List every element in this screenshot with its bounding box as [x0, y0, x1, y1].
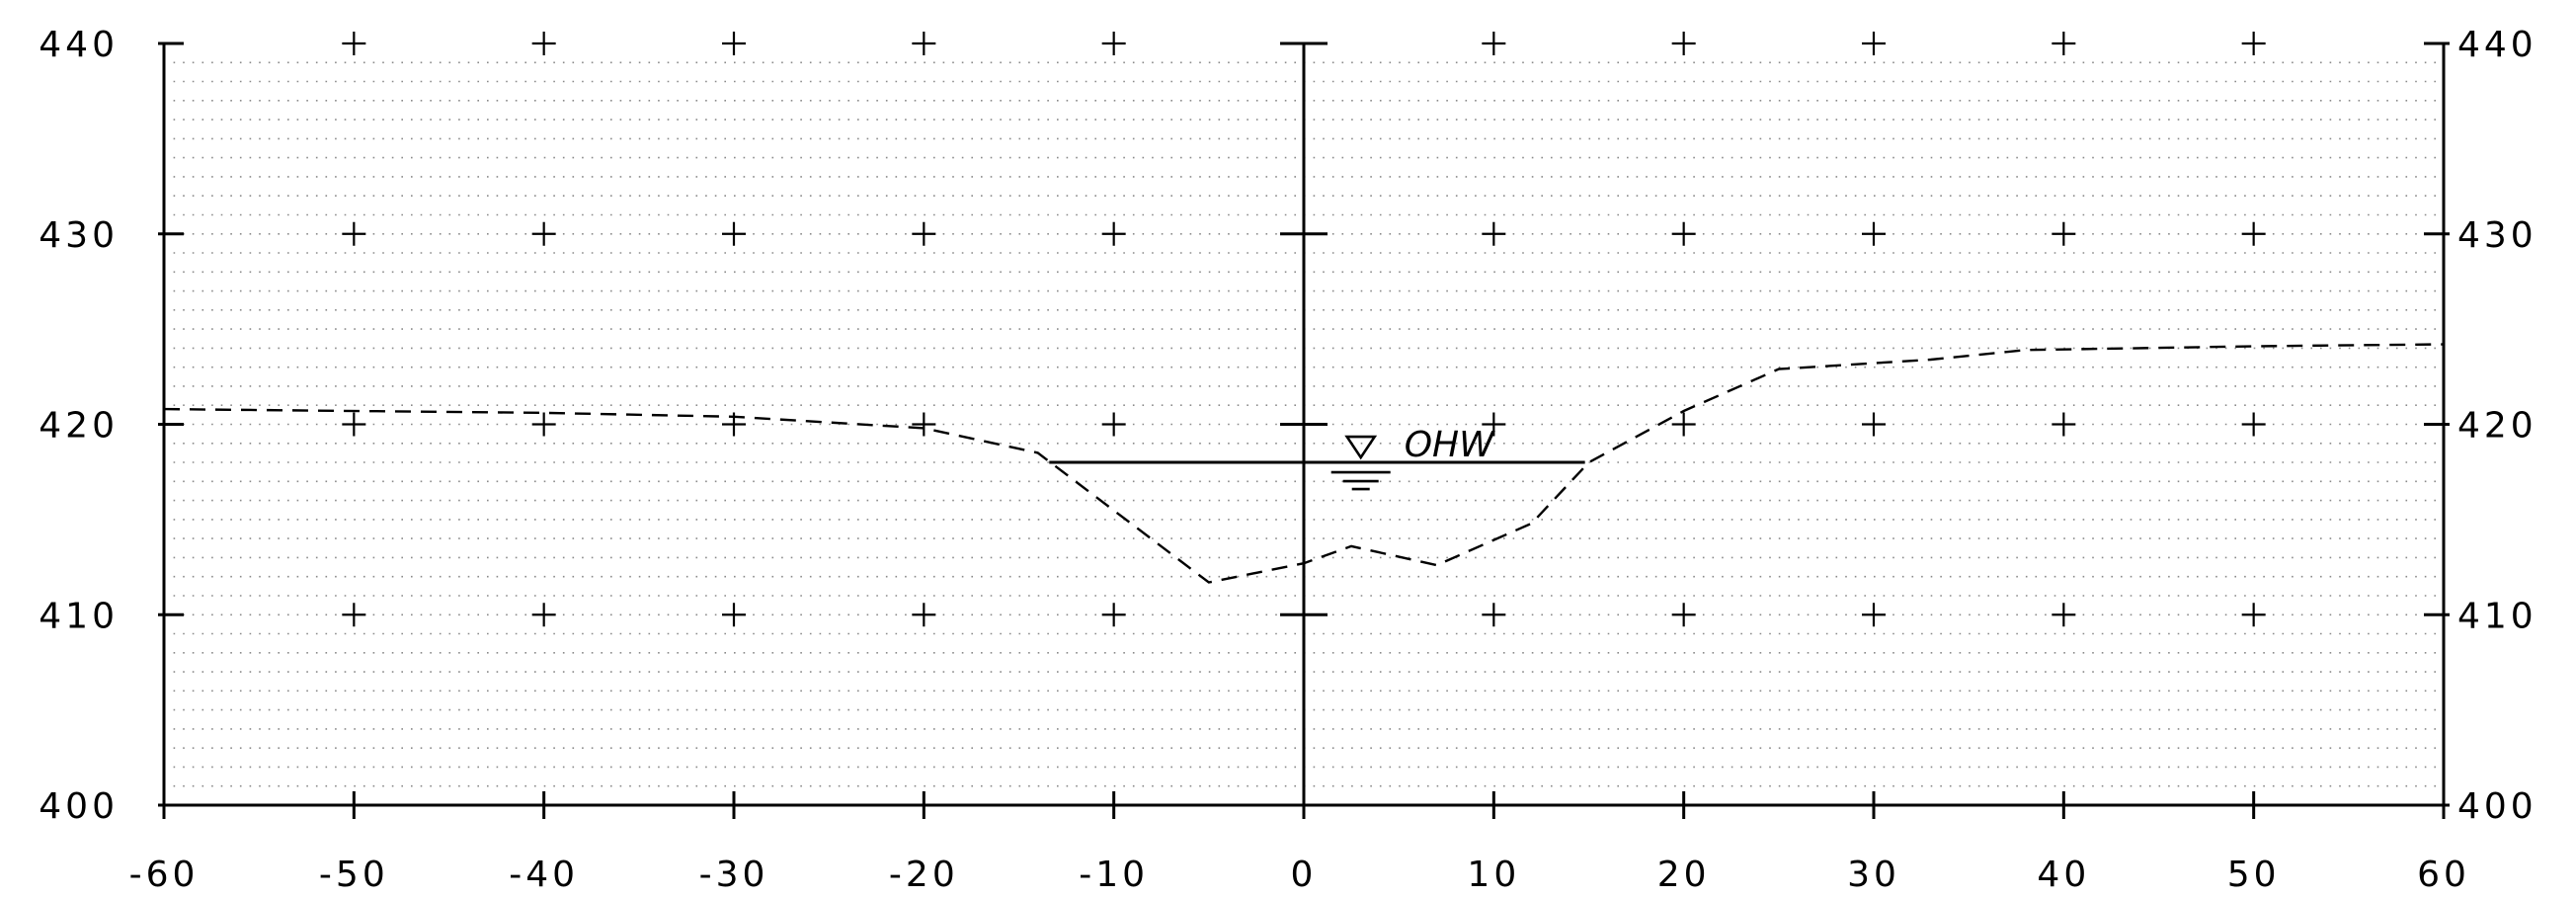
- x-tick-label: -40: [509, 855, 579, 895]
- x-tick-label: -10: [1079, 855, 1149, 895]
- series-layer: [163, 343, 2445, 584]
- grid-crosses: [342, 32, 2266, 627]
- water-level-bars-icon: [1330, 470, 1391, 491]
- y-tick-label-right: 420: [2457, 406, 2537, 447]
- x-tick-label: -20: [889, 855, 959, 895]
- grid-cross: [2052, 412, 2076, 437]
- grid-cross: [342, 221, 366, 246]
- x-tick-label: 40: [2037, 855, 2090, 895]
- water-level-label: OHW: [1405, 425, 1495, 465]
- grid-cross: [722, 221, 746, 246]
- grid-cross: [1671, 412, 1696, 437]
- grid-dots: [173, 61, 2436, 787]
- grid-cross: [1482, 412, 1506, 437]
- grid-cross: [2241, 412, 2266, 437]
- y-tick-label-left: 400: [39, 786, 119, 827]
- grid-cross: [1101, 32, 1126, 55]
- grid-cross: [342, 603, 366, 627]
- x-tick-label: 10: [1467, 855, 1520, 895]
- grid-cross: [1671, 221, 1696, 246]
- grid-cross: [722, 32, 746, 55]
- grid-cross: [342, 32, 366, 55]
- grid-cross: [2241, 32, 2266, 55]
- grid-cross: [531, 32, 556, 55]
- grid-cross: [1671, 603, 1696, 627]
- grid-cross: [531, 412, 556, 437]
- grid-cross: [2052, 221, 2076, 246]
- grid-cross: [1482, 32, 1506, 55]
- grid-cross: [1101, 603, 1126, 627]
- x-tick-label: 30: [1847, 855, 1900, 895]
- x-tick-labels: -60 -50 -40 -30 -20 -10 0 10 20 30 40 50 60: [129, 855, 2470, 895]
- grid-cross: [1482, 603, 1506, 627]
- grid-cross: [1862, 32, 1886, 55]
- grid-cross: [2052, 603, 2076, 627]
- grid-cross: [1862, 221, 1886, 246]
- water-level-triangle-icon: [1344, 435, 1378, 460]
- x-tick-label: 20: [1657, 855, 1711, 895]
- grid-cross: [912, 603, 936, 627]
- grid-cross: [1101, 412, 1126, 437]
- y-tick-label-left: 430: [39, 215, 119, 256]
- x-tick-label: -50: [319, 855, 389, 895]
- grid-cross: [2241, 221, 2266, 246]
- x-tick-label: 50: [2227, 855, 2281, 895]
- y-tick-label-left: 420: [39, 406, 119, 447]
- dot-grid: [173, 61, 2436, 787]
- x-tick-label: 0: [1291, 855, 1318, 895]
- grid-cross: [342, 412, 366, 437]
- grid-cross: [531, 603, 556, 627]
- y-tick-labels: 400 400 410 410 420 420 430 430 440 440: [39, 25, 2537, 827]
- y-tick-label-right: 400: [2457, 786, 2537, 827]
- water-level-layer: OHW: [1049, 425, 1585, 491]
- grid-cross: [1862, 603, 1886, 627]
- grid-cross: [531, 221, 556, 246]
- y-tick-label-right: 430: [2457, 215, 2537, 256]
- axes: [158, 41, 2450, 819]
- y-tick-label-left: 410: [39, 596, 119, 636]
- grid-cross: [722, 603, 746, 627]
- grid-cross: [1482, 221, 1506, 246]
- ground-profile-line: [163, 343, 2445, 584]
- grid-cross: [912, 221, 936, 246]
- x-tick-label: 60: [2417, 855, 2470, 895]
- grid-cross: [912, 412, 936, 437]
- grid-cross: [1671, 32, 1696, 55]
- y-tick-label-right: 440: [2457, 25, 2537, 65]
- y-tick-label-left: 440: [39, 25, 119, 65]
- y-tick-label-right: 410: [2457, 596, 2537, 636]
- x-tick-label: -30: [699, 855, 769, 895]
- grid-cross: [1862, 412, 1886, 437]
- x-tick-label: -60: [129, 855, 200, 895]
- grid-cross: [2052, 32, 2076, 55]
- grid-cross: [1101, 221, 1126, 246]
- grid-cross: [2241, 603, 2266, 627]
- grid-cross: [912, 32, 936, 55]
